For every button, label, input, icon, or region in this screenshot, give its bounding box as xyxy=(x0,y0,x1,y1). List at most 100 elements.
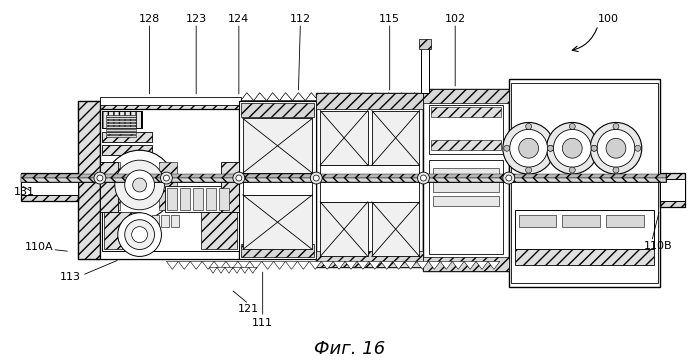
Text: 123: 123 xyxy=(186,14,206,24)
Polygon shape xyxy=(369,261,381,269)
Bar xyxy=(562,215,600,227)
Circle shape xyxy=(547,122,598,174)
Polygon shape xyxy=(357,261,369,269)
Polygon shape xyxy=(488,261,500,269)
Text: 113: 113 xyxy=(60,272,80,282)
Bar xyxy=(106,123,136,126)
Bar xyxy=(102,145,151,155)
Bar xyxy=(424,89,509,103)
Polygon shape xyxy=(253,93,267,100)
Circle shape xyxy=(417,172,429,184)
Circle shape xyxy=(132,227,148,242)
Polygon shape xyxy=(202,261,214,269)
Bar xyxy=(20,173,78,201)
Bar xyxy=(102,210,241,252)
Circle shape xyxy=(105,150,174,220)
Bar xyxy=(172,215,179,227)
Bar xyxy=(141,215,150,227)
Bar xyxy=(106,135,136,137)
Polygon shape xyxy=(279,93,293,100)
Circle shape xyxy=(115,160,164,210)
Circle shape xyxy=(597,130,635,167)
Polygon shape xyxy=(267,93,279,100)
Circle shape xyxy=(133,178,146,192)
Bar xyxy=(165,186,237,212)
Polygon shape xyxy=(241,93,253,100)
Bar xyxy=(162,215,169,227)
Bar xyxy=(659,173,685,207)
Circle shape xyxy=(233,172,245,184)
Circle shape xyxy=(547,145,554,151)
Polygon shape xyxy=(305,93,318,100)
Circle shape xyxy=(547,145,554,151)
Bar xyxy=(160,162,177,210)
Bar xyxy=(106,130,136,131)
Bar xyxy=(181,188,190,210)
Bar xyxy=(102,132,151,142)
Bar xyxy=(372,202,419,256)
Polygon shape xyxy=(333,261,345,269)
Polygon shape xyxy=(241,267,248,273)
Bar xyxy=(419,39,431,49)
Polygon shape xyxy=(178,261,190,269)
Bar xyxy=(20,174,666,178)
Text: 131: 131 xyxy=(14,187,35,197)
Text: 110A: 110A xyxy=(25,242,53,253)
Text: 102: 102 xyxy=(444,14,466,24)
Bar xyxy=(20,179,78,195)
Polygon shape xyxy=(250,261,262,269)
Bar xyxy=(102,111,141,128)
Text: 100: 100 xyxy=(598,14,619,24)
Polygon shape xyxy=(274,261,286,269)
Polygon shape xyxy=(262,261,274,269)
Circle shape xyxy=(310,172,322,184)
Bar xyxy=(100,108,239,260)
Polygon shape xyxy=(440,261,452,269)
Circle shape xyxy=(554,130,591,167)
Text: 112: 112 xyxy=(290,14,311,24)
Text: 128: 128 xyxy=(139,14,160,24)
Bar xyxy=(433,196,499,206)
Bar xyxy=(206,188,216,210)
Bar xyxy=(509,79,659,287)
Circle shape xyxy=(569,167,575,173)
Bar xyxy=(106,132,136,134)
Bar xyxy=(239,100,316,260)
Bar xyxy=(78,100,100,260)
Bar xyxy=(201,212,237,249)
Polygon shape xyxy=(226,261,238,269)
Circle shape xyxy=(314,175,319,181)
Bar xyxy=(102,111,141,128)
Bar xyxy=(167,188,177,210)
Circle shape xyxy=(613,123,619,130)
Bar xyxy=(421,43,429,93)
Text: 124: 124 xyxy=(228,14,249,24)
Circle shape xyxy=(503,122,554,174)
Circle shape xyxy=(125,220,155,249)
Bar xyxy=(320,165,419,202)
Bar xyxy=(659,179,685,201)
Circle shape xyxy=(125,170,155,200)
Bar xyxy=(316,252,424,267)
Text: 115: 115 xyxy=(379,14,400,24)
Bar xyxy=(102,162,120,210)
Bar xyxy=(514,210,654,249)
Circle shape xyxy=(506,175,512,181)
Circle shape xyxy=(236,175,241,181)
Circle shape xyxy=(562,138,582,158)
Polygon shape xyxy=(318,93,331,100)
Bar xyxy=(424,89,509,271)
Polygon shape xyxy=(217,267,225,273)
Bar xyxy=(511,83,657,283)
Bar xyxy=(78,242,316,260)
Text: 111: 111 xyxy=(252,318,273,328)
Polygon shape xyxy=(421,93,435,100)
Bar xyxy=(241,244,314,257)
Circle shape xyxy=(421,175,426,181)
Polygon shape xyxy=(214,261,226,269)
Text: 121: 121 xyxy=(238,304,259,314)
Text: 110B: 110B xyxy=(644,241,673,250)
Bar xyxy=(433,168,499,178)
Bar xyxy=(221,162,239,212)
Bar xyxy=(431,140,500,150)
